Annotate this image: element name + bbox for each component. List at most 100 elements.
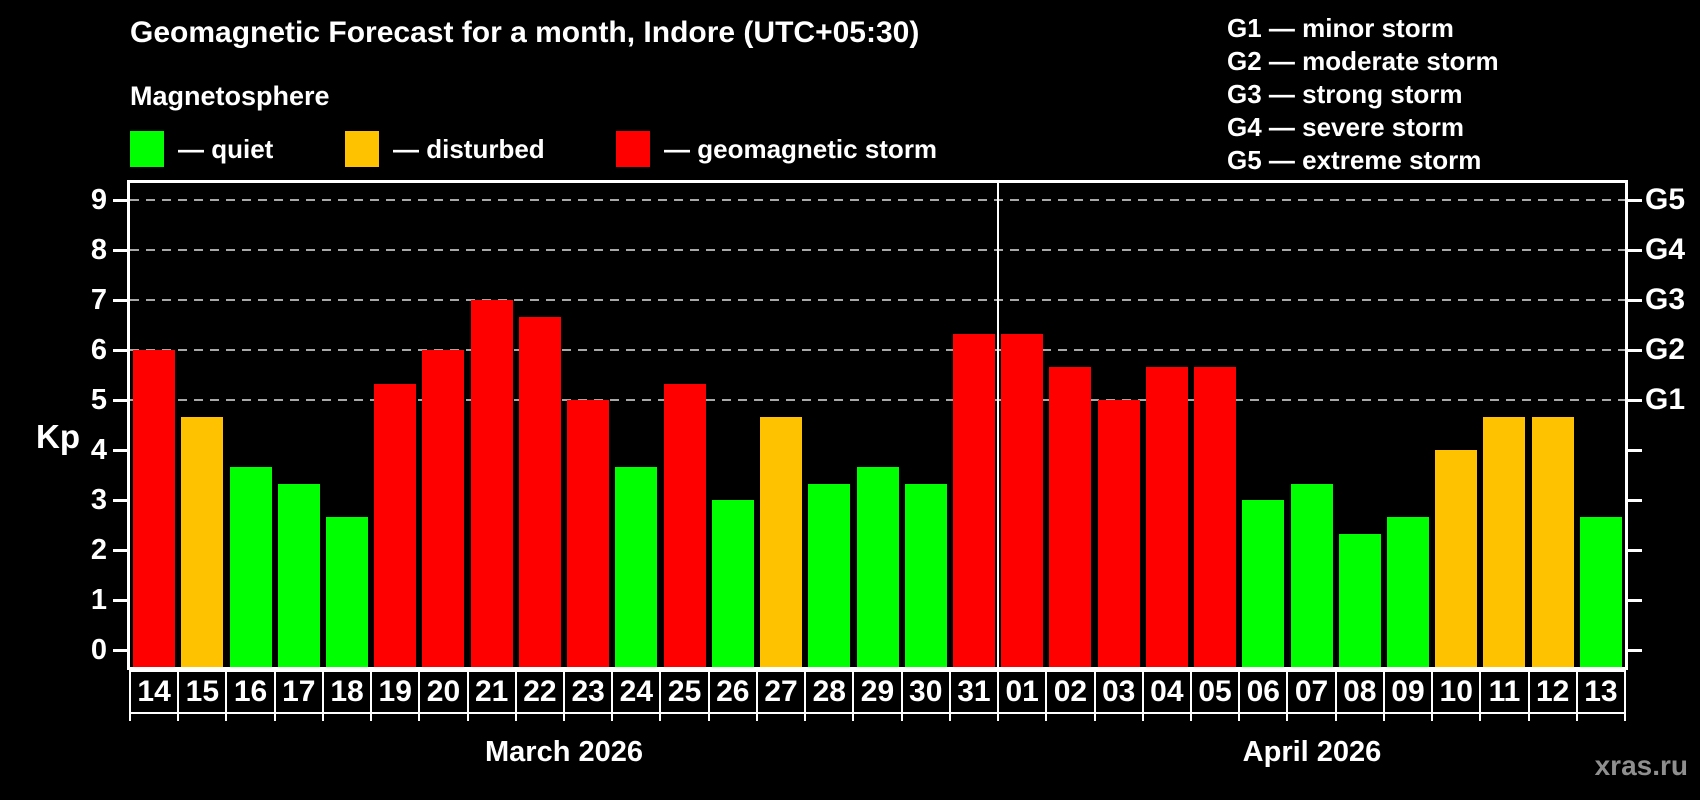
date-label: 06: [1238, 670, 1289, 714]
date-label: 02: [1045, 670, 1096, 714]
date-label: 22: [514, 670, 566, 714]
kp-bar: [663, 383, 706, 667]
date-axis-tick: [1382, 714, 1385, 721]
date-label: 24: [611, 670, 662, 714]
kp-bar: [1290, 483, 1333, 667]
date-axis-tick: [418, 714, 421, 721]
disturbed-swatch-icon: [345, 131, 379, 167]
y-tick-label: 7: [90, 284, 107, 316]
g-scale-legend-line: G5 — extreme storm: [1227, 145, 1482, 175]
g-scale-legend-line: G2 — moderate storm: [1227, 46, 1499, 76]
y-axis-tick: [113, 499, 130, 502]
date-axis-tick: [755, 714, 758, 721]
date-axis-tick: [1093, 714, 1096, 721]
kp-bar: [1049, 366, 1092, 667]
plot-area: March 2026 April 2026 0 1 2 3 4 5 6 7 8 9 G1 G2 G3 G4…: [91, 180, 1685, 768]
date-axis-tick: [1141, 714, 1144, 721]
y-axis-tick: [113, 249, 130, 252]
date-axis-tick: [1045, 714, 1048, 721]
kp-bar: [374, 383, 417, 667]
date-label: 16: [225, 670, 276, 714]
kp-bar: [904, 483, 947, 667]
kp-bar: [518, 316, 561, 667]
date-label: 03: [1093, 670, 1144, 714]
date-label: 30: [900, 670, 951, 714]
g-axis-label: G2: [1645, 333, 1686, 366]
date-axis-tick: [1238, 714, 1241, 721]
kp-bar: [1531, 416, 1574, 667]
kp-bar: [1579, 516, 1622, 667]
date-axis-tick: [514, 714, 517, 721]
y-tick-label: 5: [90, 384, 107, 416]
date-axis-tick: [1479, 714, 1482, 721]
legend-label-disturbed: — disturbed: [393, 133, 545, 164]
date-label: 26: [707, 670, 758, 714]
kp-bar: [1194, 366, 1237, 667]
right-axis-tick: [1625, 449, 1642, 452]
g-axis-label: G4: [1645, 233, 1686, 266]
kp-bar: [1338, 533, 1381, 667]
right-axis-tick: [1625, 549, 1642, 552]
y-axis-tick: [113, 349, 130, 352]
date-axis-tick: [1575, 714, 1578, 721]
date-axis-tick: [1624, 714, 1626, 721]
storm-swatch-icon: [616, 131, 650, 167]
right-axis-tick: [1625, 299, 1642, 302]
date-label: 13: [1575, 670, 1626, 714]
date-label: 28: [804, 670, 855, 714]
date-label: 21: [466, 670, 517, 714]
y-axis-tick: [113, 399, 130, 402]
month-separator-line: [997, 183, 1000, 667]
date-label: 25: [659, 670, 710, 714]
kp-bar: [1435, 450, 1478, 667]
legend-label-quiet: — quiet: [178, 133, 274, 164]
kp-bar: [567, 400, 610, 667]
y-tick-label: 3: [90, 484, 107, 516]
date-axis-tick: [900, 714, 903, 721]
date-axis-tick: [852, 714, 855, 721]
y-tick-label: 4: [90, 434, 107, 466]
kp-bar: [181, 416, 224, 667]
date-axis-tick: [225, 714, 228, 721]
y-tick-label: 0: [90, 634, 107, 666]
date-axis-tick: [804, 714, 807, 721]
date-axis-tick: [1286, 714, 1289, 721]
gridline-g3: [130, 299, 1625, 301]
kp-bar: [470, 300, 513, 667]
kp-bar: [1097, 400, 1140, 667]
right-axis-tick: [1625, 199, 1642, 202]
gridline-g4: [130, 249, 1625, 251]
y-tick-label: 1: [90, 584, 107, 616]
y-tick-label: 6: [90, 334, 107, 366]
date-label: 08: [1334, 670, 1385, 714]
legend-item-disturbed: — disturbed: [345, 131, 545, 167]
y-tick-label: 2: [90, 534, 107, 566]
date-label: 01: [997, 670, 1048, 714]
y-axis-tick: [113, 299, 130, 302]
date-label: 12: [1527, 670, 1578, 714]
g-scale-legend-line: G3 — strong storm: [1227, 79, 1463, 109]
date-label: 11: [1479, 670, 1530, 714]
date-label: 31: [948, 670, 1000, 714]
y-axis-tick: [113, 549, 130, 552]
kp-bar: [229, 466, 272, 667]
page-title: Geomagnetic Forecast for a month, Indore…: [130, 16, 920, 49]
date-axis-tick: [1431, 714, 1434, 721]
date-label: 15: [177, 670, 228, 714]
date-axis-tick: [370, 714, 373, 721]
g-scale-legend-line: G4 — severe storm: [1227, 112, 1465, 142]
right-axis-tick: [1625, 599, 1642, 602]
watermark: xras.ru: [1594, 750, 1688, 781]
right-axis-tick: [1625, 349, 1642, 352]
g-axis-label: G5: [1645, 183, 1686, 216]
kp-bar: [808, 483, 851, 667]
date-axis-tick: [1189, 714, 1192, 721]
date-axis-tick: [948, 714, 951, 721]
right-axis-tick: [1625, 499, 1642, 502]
date-axis-tick: [129, 714, 131, 721]
date-axis-tick: [997, 714, 1000, 721]
date-label: 20: [418, 670, 469, 714]
date-axis-tick: [611, 714, 614, 721]
month-label-march: March 2026: [485, 736, 643, 768]
